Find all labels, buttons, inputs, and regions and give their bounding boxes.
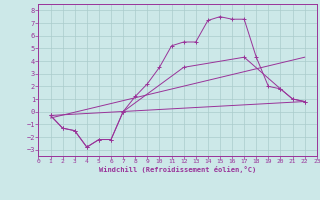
X-axis label: Windchill (Refroidissement éolien,°C): Windchill (Refroidissement éolien,°C)	[99, 166, 256, 173]
